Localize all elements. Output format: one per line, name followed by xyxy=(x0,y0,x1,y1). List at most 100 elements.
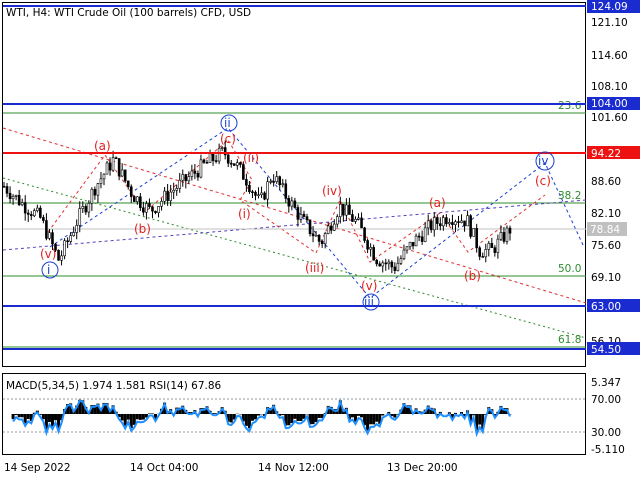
candle-body xyxy=(102,173,106,180)
y-tick: 69.10 xyxy=(591,272,621,284)
macd-bar xyxy=(120,414,124,421)
price-series xyxy=(2,140,512,274)
candle-body xyxy=(426,220,430,229)
fib-lines xyxy=(3,112,586,348)
candle-body xyxy=(387,261,391,265)
macd-bar xyxy=(314,414,318,423)
macd-bar xyxy=(360,414,364,418)
macd-bar xyxy=(226,414,230,422)
candle-body xyxy=(281,183,285,186)
macd-bar xyxy=(450,414,454,418)
candle-body xyxy=(448,222,451,225)
y-axis-ticks: 121.10 114.60 108.10 101.60 88.60 82.10 … xyxy=(591,17,628,348)
candle-body xyxy=(260,192,263,196)
candle-body xyxy=(117,158,121,177)
candle-body xyxy=(360,217,363,229)
candle-body xyxy=(363,227,366,241)
y-tick: 121.10 xyxy=(591,17,628,29)
macd-bar xyxy=(293,414,297,419)
candle-body xyxy=(193,170,197,174)
candle-body xyxy=(132,196,136,202)
candle-body xyxy=(502,232,506,242)
macd-bar xyxy=(81,400,85,414)
candle-body xyxy=(78,208,82,226)
macd-bar xyxy=(393,414,397,418)
candle-body xyxy=(51,232,54,245)
candle-body xyxy=(408,241,412,248)
candle-body xyxy=(239,162,242,165)
macd-bar xyxy=(284,414,288,426)
candle-body xyxy=(14,194,18,197)
candle-body xyxy=(402,249,406,259)
candle-body xyxy=(320,241,324,245)
macd-bar xyxy=(141,414,145,420)
x-tick: 14 Nov 12:00 xyxy=(258,462,329,474)
candle-body xyxy=(39,207,42,218)
candle-body xyxy=(439,223,442,227)
candle-body xyxy=(32,210,36,217)
macd-bar xyxy=(311,414,315,425)
macd-bar xyxy=(287,414,291,426)
macd-bar xyxy=(78,399,82,414)
macd-bar xyxy=(229,414,233,423)
candle-body xyxy=(369,247,372,250)
indicator-tick: 30.00 xyxy=(591,427,621,439)
candle-body xyxy=(87,203,91,213)
candle-body xyxy=(126,180,130,188)
candle-body xyxy=(84,206,88,213)
macd-bar xyxy=(105,403,109,414)
candle-body xyxy=(405,246,409,251)
candle-body xyxy=(345,204,348,216)
candle-body xyxy=(36,207,39,211)
candle-body xyxy=(254,191,257,196)
chart-title: WTI, H4: WTI Crude Oil (100 barrels) CFD… xyxy=(6,7,251,19)
macd-bar xyxy=(126,414,130,420)
candle-body xyxy=(220,147,224,149)
candle-body xyxy=(69,235,72,242)
wave-label: (a) xyxy=(429,196,446,210)
candle-body xyxy=(266,181,269,200)
candle-body xyxy=(366,240,369,250)
macd-bar xyxy=(247,414,251,429)
macd-bar xyxy=(129,414,133,429)
macd-bar xyxy=(244,414,248,426)
candle-body xyxy=(223,147,227,156)
macd-bar xyxy=(66,404,70,414)
candle-body xyxy=(414,235,418,247)
macd-bar xyxy=(375,414,379,422)
candle-body xyxy=(445,217,448,225)
macd-bar xyxy=(338,400,342,414)
wave-label: (i) xyxy=(238,207,251,221)
wave-circle xyxy=(535,151,555,171)
level-tag xyxy=(587,0,640,13)
candle-body xyxy=(496,238,500,253)
candle-body xyxy=(435,217,439,224)
candle-body xyxy=(417,235,421,238)
macd-bar xyxy=(357,414,361,416)
y-tick: 101.60 xyxy=(591,112,628,124)
macd-bar xyxy=(296,414,300,421)
x-tick: 13 Dec 20:00 xyxy=(387,462,458,474)
candle-body xyxy=(229,162,233,165)
level-tag xyxy=(587,97,640,110)
candle-body xyxy=(139,196,142,209)
fib-38-2-label: 38.2 xyxy=(558,190,581,202)
x-tick: 14 Oct 04:00 xyxy=(130,462,198,474)
macd-bar xyxy=(211,413,215,414)
indicator-label: MACD(5,34,5) 1.974 1.581 RSI(14) 67.86 xyxy=(6,380,222,392)
current-price-tag xyxy=(587,222,627,236)
macd-bar xyxy=(54,414,58,421)
macd-bar xyxy=(308,414,312,425)
candle-body xyxy=(420,236,424,242)
wave-label: ii xyxy=(224,116,231,130)
candle-body xyxy=(451,222,454,225)
macd-bar xyxy=(429,407,433,414)
fib-50-0-label: 50.0 xyxy=(558,263,581,275)
level-label: 124.09 xyxy=(591,1,628,13)
candle-body xyxy=(505,227,509,242)
candle-body xyxy=(48,232,51,239)
candle-body xyxy=(257,194,260,197)
macd-bar xyxy=(396,414,400,415)
wave-label: i xyxy=(47,263,50,277)
candle-body xyxy=(129,186,133,197)
